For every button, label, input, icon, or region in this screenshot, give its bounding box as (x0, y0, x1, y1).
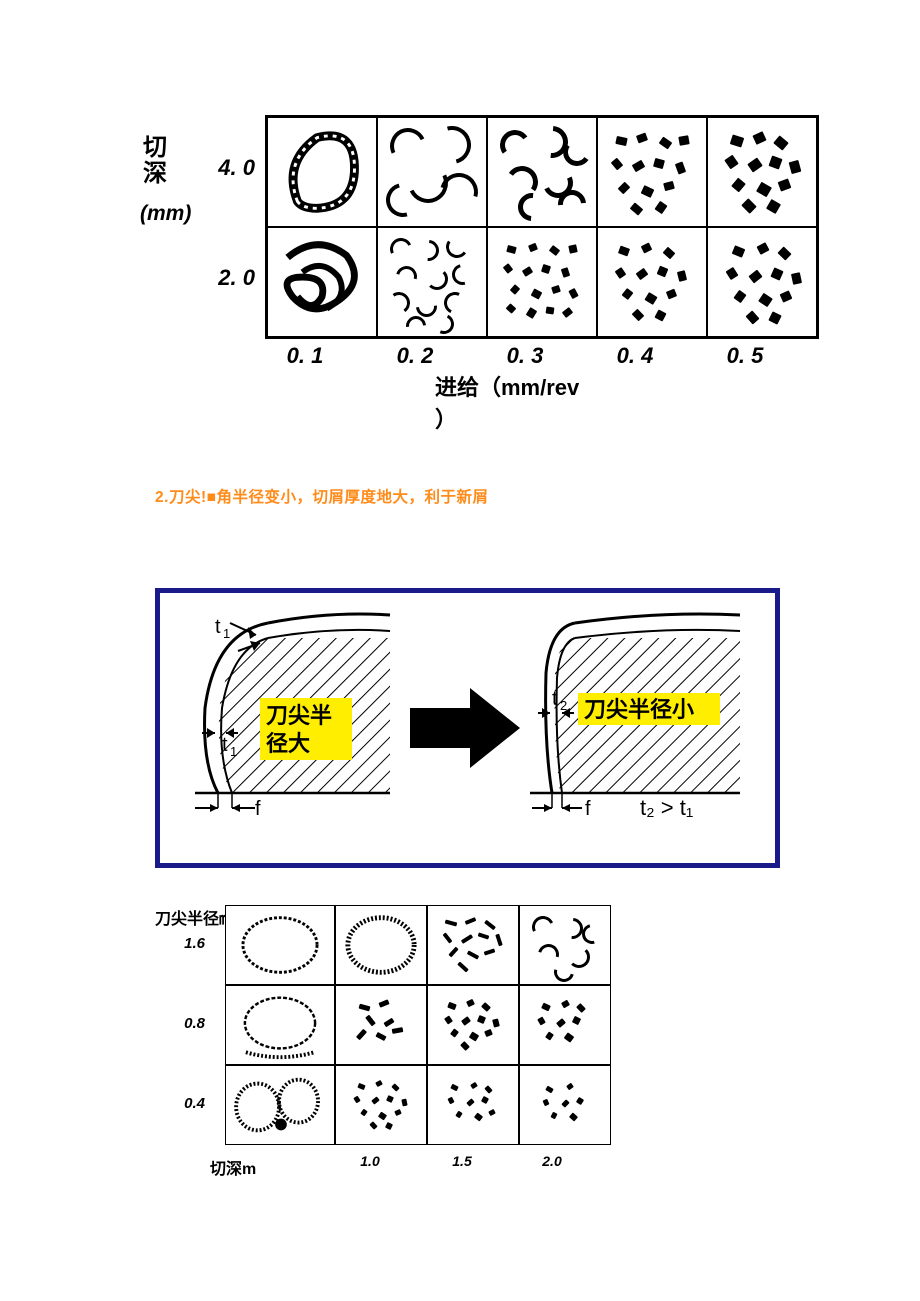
fig1-cell-r1c1 (377, 227, 487, 337)
fig1-xlabel-1: 进给（mm/rev (435, 375, 579, 400)
fig3-ytick-2: 0.4 (165, 1095, 205, 1112)
fig1-xlabel-2: ） (435, 407, 457, 432)
fig3-cell-r1c3 (519, 985, 611, 1065)
fig3-cell-r0c1 (335, 905, 427, 985)
fig1-ylabel-1: 切 (140, 135, 170, 161)
fig1-xtick-2: 0. 3 (495, 343, 555, 369)
fig1-cell-r0c3 (597, 117, 707, 227)
fig1-ytick-1: 2. 0 (205, 265, 255, 291)
fig1-cell-r0c0 (267, 117, 377, 227)
fig1-ytick-0: 4. 0 (205, 155, 255, 181)
svg-text:t: t (215, 616, 221, 638)
svg-text:2: 2 (560, 698, 567, 713)
fig3-xtick-0: 1.0 (345, 1153, 395, 1169)
fig3-ytick-0: 1.6 (165, 935, 205, 952)
fig3-cell-r0c0 (225, 905, 335, 985)
svg-text:1: 1 (230, 744, 237, 759)
fig1-grid (265, 115, 819, 339)
fig1-x-axis-label: 进给（mm/rev ） (435, 370, 579, 434)
fig1-y-axis-label: 切 深 (mm) (140, 135, 170, 225)
fig1-xtick-1: 0. 2 (385, 343, 445, 369)
fig3-cell-r2c3 (519, 1065, 611, 1145)
fig1-cell-r1c4 (707, 227, 817, 337)
fig1-y-unit: (mm) (140, 202, 170, 225)
fig2-left-box-line1: 刀尖半 (266, 703, 332, 728)
fig2-right-f: f (585, 798, 591, 820)
fig3-cell-r0c3 (519, 905, 611, 985)
nose-radius-diagram: t1 t1 刀尖半 径大 f (155, 588, 780, 868)
fig3-cell-r0c2 (427, 905, 519, 985)
fig1-cell-r1c0 (267, 227, 377, 337)
fig3-cell-r2c0 (225, 1065, 335, 1145)
fig2-relation: t₂ > t₁ (640, 795, 693, 820)
fig3-grid (225, 905, 611, 1145)
section-2-heading: 2.刀尖!■角半径变小，切屑厚度地大，利于新屑 (155, 485, 488, 507)
fig3-x-axis-label: 切深m (210, 1155, 256, 1179)
fig1-xtick-4: 0. 5 (715, 343, 775, 369)
fig3-xtick-2: 2.0 (527, 1153, 577, 1169)
fig2-left-box-line2: 径大 (266, 731, 310, 756)
fig3-xtick-1: 1.5 (437, 1153, 487, 1169)
fig2-right-box: 刀尖半径小 (584, 697, 694, 722)
fig3-ytick-1: 0.8 (165, 1015, 205, 1032)
heading2-number: 2. (155, 489, 169, 506)
fig3-cell-r2c2 (427, 1065, 519, 1145)
fig1-cell-r1c2 (487, 227, 597, 337)
svg-text:t: t (552, 688, 558, 710)
svg-text:1: 1 (223, 626, 230, 641)
fig3-cell-r1c0 (225, 985, 335, 1065)
fig1-cell-r0c1 (377, 117, 487, 227)
heading2-text: 刀尖!■角半径变小，切屑厚度地大，利于新屑 (169, 489, 489, 506)
fig3-cell-r2c1 (335, 1065, 427, 1145)
fig1-ylabel-2: 深 (140, 161, 170, 187)
fig1-cell-r0c2 (487, 117, 597, 227)
fig1-cell-r0c4 (707, 117, 817, 227)
svg-text:t: t (222, 734, 228, 756)
fig3-cell-r1c2 (427, 985, 519, 1065)
fig3-title: 刀尖半径㎜ (155, 905, 235, 929)
fig1-xtick-0: 0. 1 (275, 343, 335, 369)
fig1-xtick-3: 0. 4 (605, 343, 665, 369)
fig2-left-f: f (255, 798, 261, 820)
fig3-cell-r1c1 (335, 985, 427, 1065)
fig1-cell-r1c3 (597, 227, 707, 337)
